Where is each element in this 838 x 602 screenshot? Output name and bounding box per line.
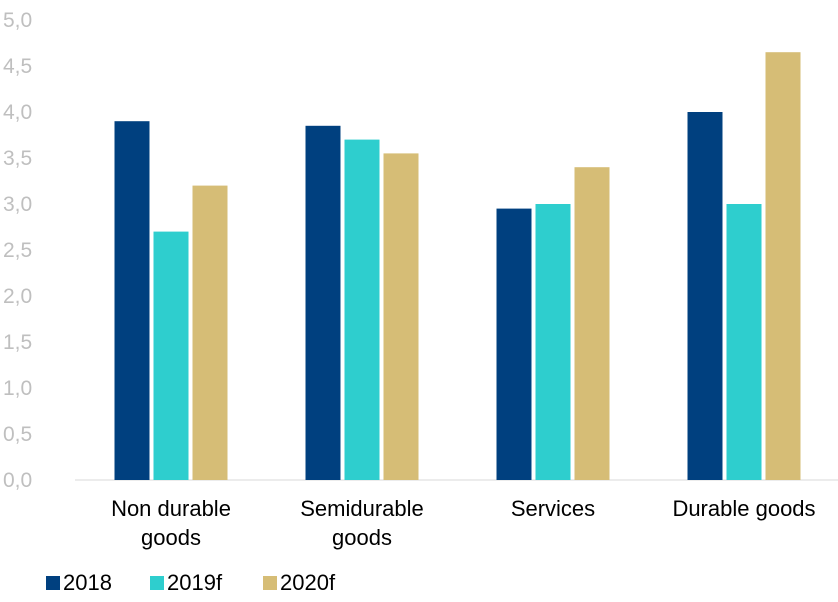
bar-2018-0 xyxy=(114,121,150,480)
x-tick-label: Non durable xyxy=(111,496,231,521)
y-tick-label: 0,5 xyxy=(3,423,32,446)
x-tick-label: goods xyxy=(332,525,392,550)
bars-group xyxy=(114,52,801,481)
y-axis: 0,0 0,5 1,0 1,5 2,0 2,5 3,0 3,5 4,0 4,5 5,0 xyxy=(3,9,32,492)
bar-2019f-1 xyxy=(344,139,380,480)
legend-label-2020f: 2020f xyxy=(280,570,336,595)
x-tick-label: Services xyxy=(511,496,595,521)
legend-swatch-2020f xyxy=(263,576,277,590)
legend-label-2019f: 2019f xyxy=(167,570,223,595)
bar-2018-1 xyxy=(305,125,341,481)
x-tick-label: Semidurable xyxy=(300,496,424,521)
bar-2019f-0 xyxy=(153,231,189,480)
y-tick-label: 4,5 xyxy=(3,55,32,78)
legend-swatch-2018 xyxy=(46,576,60,590)
bar-2018-2 xyxy=(496,208,532,480)
bar-2020f-0 xyxy=(192,185,228,480)
y-tick-label: 1,0 xyxy=(3,377,32,400)
y-tick-label: 5,0 xyxy=(3,9,32,32)
legend: 2018 2019f 2020f xyxy=(46,570,336,595)
y-tick-label: 1,5 xyxy=(3,331,32,354)
x-tick-label: goods xyxy=(141,525,201,550)
bar-2019f-3 xyxy=(726,204,762,480)
y-tick-label: 2,5 xyxy=(3,239,32,262)
legend-label-2018: 2018 xyxy=(63,570,112,595)
bar-2019f-2 xyxy=(535,204,571,480)
y-tick-label: 3,5 xyxy=(3,147,32,170)
bar-2018-3 xyxy=(687,112,723,480)
y-tick-label: 4,0 xyxy=(3,101,32,124)
bar-2020f-2 xyxy=(574,167,610,480)
legend-swatch-2019f xyxy=(150,576,164,590)
y-tick-label: 0,0 xyxy=(3,469,32,492)
x-tick-label: Durable goods xyxy=(672,496,815,521)
bar-2020f-1 xyxy=(383,153,419,480)
x-axis: Non durable goods Semidurable goods Services… xyxy=(111,496,815,550)
bar-2020f-3 xyxy=(765,52,801,480)
y-tick-label: 3,0 xyxy=(3,193,32,216)
y-tick-label: 2,0 xyxy=(3,285,32,308)
